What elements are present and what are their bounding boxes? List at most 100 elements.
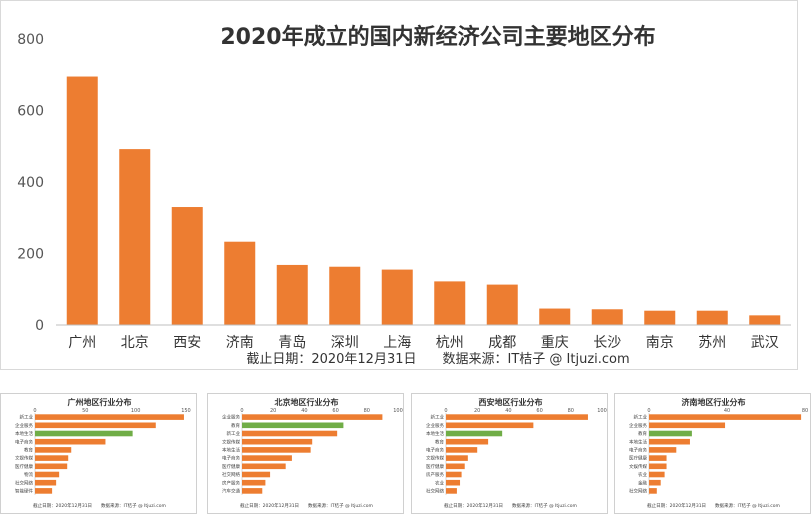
sub-x-tick-label: 0 xyxy=(240,408,243,414)
sub-category-label: 汽车交通 xyxy=(222,488,240,495)
main-bar xyxy=(329,266,361,325)
sub-category-label: 金融 xyxy=(638,479,647,486)
sub-category-label: 社交网络 xyxy=(629,488,647,495)
sub-bar xyxy=(35,438,106,445)
sub-bar xyxy=(35,414,184,420)
sub-bar xyxy=(446,455,468,461)
sub-bar xyxy=(242,438,313,445)
sub-bar xyxy=(242,455,292,461)
sub-category-label: 文娱传媒 xyxy=(222,438,240,445)
jinan-industry-chart: 济南地区行业分布 0 40 80 新工业企业服务教育本地生活电子商务医疗健康文娱传媒农业… xyxy=(629,397,808,509)
sub-x-tick-label: 100 xyxy=(393,408,403,414)
beijing-industry-chart-panel: 北京地区行业分布 0 20 40 60 80 100 企业服务 教育 新工业 文娱传媒 本地生活 电子商… xyxy=(207,393,404,514)
main-chart: 2020年成立的国内新经济公司主要地区分布 0 200 400 600 800 广州 北京… xyxy=(17,24,791,367)
main-bar xyxy=(696,310,728,325)
main-x-tick-label: 长沙 xyxy=(593,335,621,351)
sub-chart-title: 济南地区行业分布 xyxy=(682,397,746,407)
sub-category-label: 企业服务 xyxy=(426,422,444,429)
sub-category-label: 电子商务 xyxy=(222,455,240,462)
main-x-tick-label: 西安 xyxy=(173,335,201,351)
sub-bar xyxy=(649,479,661,486)
main-chart-source-note: 截止日期：2020年12月31日 数据来源：IT桔子 @ Itjuzi.com xyxy=(246,352,629,367)
sub-category-label: 智能硬件 xyxy=(15,488,33,495)
sub-chart-source-note: 截止日期：2020年12月31日 数据来源：IT桔子 @ Itjuzi.com xyxy=(240,502,373,509)
sub-category-label: 企业服务 xyxy=(15,422,33,429)
sub-bar xyxy=(242,488,263,494)
main-x-tick-label: 杭州 xyxy=(436,335,464,351)
sub-bar xyxy=(446,488,457,494)
main-y-tick-label: 400 xyxy=(17,175,44,191)
sub-x-tick-label: 40 xyxy=(301,408,307,414)
main-bar xyxy=(381,269,413,325)
sub-bar xyxy=(242,479,266,486)
sub-category-label: 房产服务 xyxy=(222,479,240,486)
sub-category-label: 本地生活 xyxy=(426,430,444,437)
sub-x-tick-label: 0 xyxy=(444,408,447,414)
sub-chart-title: 广州地区行业分布 xyxy=(68,397,132,407)
main-bar xyxy=(276,264,308,325)
sub-bar xyxy=(242,414,383,420)
sub-bar xyxy=(446,447,478,453)
sub-category-label: 教育 xyxy=(435,438,444,445)
sub-bar xyxy=(242,463,286,470)
sub-x-tick-label: 100 xyxy=(597,408,607,414)
sub-bar xyxy=(35,471,60,478)
main-y-tick-label: 800 xyxy=(17,32,44,48)
sub-bar xyxy=(446,430,503,437)
sub-category-label: 医疗健康 xyxy=(222,463,240,470)
sub-bar xyxy=(242,430,338,437)
sub-bar xyxy=(446,471,462,478)
sub-bar xyxy=(35,455,69,461)
sub-category-label: 社交网络 xyxy=(426,488,444,495)
sub-category-label: 电子商务 xyxy=(426,447,444,454)
main-x-tick-label: 武汉 xyxy=(751,335,779,351)
sub-category-label: 新工业 xyxy=(20,414,34,421)
sub-bar xyxy=(35,422,156,429)
main-x-tick-label: 广州 xyxy=(68,335,96,351)
sub-chart-title: 西安地区行业分布 xyxy=(479,397,543,407)
sub-x-tick-label: 0 xyxy=(647,408,650,414)
sub-category-label: 电子商务 xyxy=(15,438,33,445)
xian-industry-chart: 西安地区行业分布 0 20 40 60 80 100 新工业企业服务本地生活教育电子商务文娱传… xyxy=(426,397,607,509)
sub-bar xyxy=(649,447,677,453)
sub-bar xyxy=(35,488,53,494)
main-bar xyxy=(591,309,623,325)
guangzhou-industry-chart-panel: 广州地区行业分布 0 50 100 150 新工业 企业服务 本地生活 电子商务 教育 文娱传媒 医疗… xyxy=(0,393,197,514)
main-x-tick-label: 苏州 xyxy=(698,335,726,351)
sub-bar xyxy=(35,447,72,453)
xian-industry-chart-panel: 西安地区行业分布 0 20 40 60 80 100 新工业 企业服务 本地生活 教育 电子商务 文娱传… xyxy=(411,393,608,514)
main-y-tick-label: 600 xyxy=(17,104,44,120)
beijing-industry-chart: 北京地区行业分布 0 20 40 60 80 100 企业服务教育新工业文娱传媒本地生活电子商… xyxy=(222,397,403,509)
main-y-tick-label: 0 xyxy=(35,318,44,334)
main-x-tick-label: 重庆 xyxy=(541,335,569,351)
main-bar xyxy=(119,149,151,325)
sub-bar xyxy=(242,471,271,478)
sub-x-tick-label: 0 xyxy=(33,408,36,414)
sub-chart-source-note: 截止日期：2020年12月31日 数据来源：IT桔子 @ Itjuzi.com xyxy=(647,502,780,509)
main-bar xyxy=(749,315,781,325)
sub-bar xyxy=(649,471,665,478)
sub-category-label: 文娱传媒 xyxy=(426,455,444,462)
sub-bar xyxy=(446,438,489,445)
sub-bar xyxy=(35,430,133,437)
main-x-tick-label: 青岛 xyxy=(278,335,306,351)
sub-category-label: 教育 xyxy=(24,447,33,454)
sub-bar xyxy=(446,414,588,420)
sub-bar xyxy=(649,463,667,470)
sub-category-label: 本地生活 xyxy=(15,430,33,437)
sub-x-tick-label: 150 xyxy=(181,408,191,414)
main-x-tick-label: 济南 xyxy=(226,335,254,351)
sub-x-tick-label: 40 xyxy=(505,408,511,414)
sub-category-label: 新工业 xyxy=(634,414,648,421)
sub-x-tick-label: 20 xyxy=(270,408,276,414)
sub-bar xyxy=(649,414,802,420)
sub-bar xyxy=(446,463,465,470)
sub-category-label: 企业服务 xyxy=(629,422,647,429)
sub-category-label: 社交网络 xyxy=(15,479,33,486)
sub-bar xyxy=(35,479,57,486)
main-x-tick-label: 南京 xyxy=(646,335,674,351)
sub-bar xyxy=(649,422,726,429)
sub-chart-source-note: 截止日期：2020年12月31日 数据来源：IT桔子 @ Itjuzi.com xyxy=(444,502,577,509)
sub-category-label: 社交网络 xyxy=(222,471,240,478)
main-chart-panel: 2020年成立的国内新经济公司主要地区分布 0 200 400 600 800 广州 北京… xyxy=(0,0,798,370)
